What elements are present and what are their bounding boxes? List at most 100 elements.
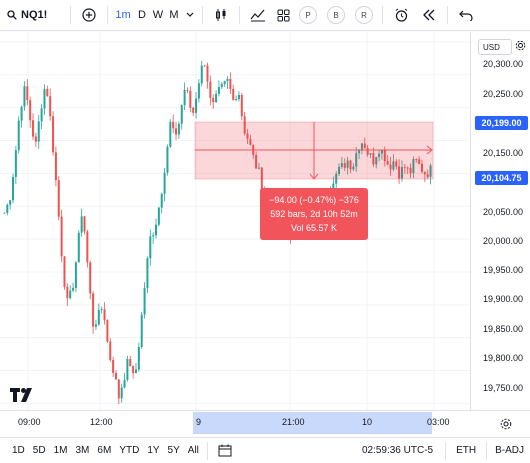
price-axis[interactable]: 20,300.00 20,250.00 20,150.00 20,050.00 … <box>470 32 530 410</box>
goto-date-button[interactable] <box>212 444 238 457</box>
candle-body <box>146 258 149 289</box>
candle-body <box>137 346 140 370</box>
tradingview-logo[interactable] <box>10 388 36 407</box>
candle-body <box>112 359 115 373</box>
candle-body <box>17 120 20 151</box>
clock-timezone[interactable]: 02:59:36 UTC-5 <box>361 445 434 456</box>
timeframe-dropdown[interactable] <box>182 0 198 31</box>
adjustment-toggle[interactable]: B-ADJ <box>495 445 524 456</box>
gear-icon <box>515 40 526 51</box>
candle-body <box>29 100 32 121</box>
candle-body <box>54 152 57 181</box>
range-1m[interactable]: 1M <box>53 445 68 456</box>
candle-body <box>372 153 375 165</box>
candle-body <box>66 286 69 299</box>
price-label: 20,150.00 <box>483 148 524 158</box>
price-label: 19,800.00 <box>483 353 524 363</box>
range-3m[interactable]: 3M <box>75 445 90 456</box>
candle-body <box>240 94 243 117</box>
compare-button[interactable] <box>75 0 103 31</box>
p-button[interactable]: P <box>299 6 317 24</box>
candle-body <box>349 160 352 170</box>
currency-select[interactable]: USD <box>478 39 512 55</box>
candle-body <box>200 65 203 84</box>
timeframe-d[interactable]: D <box>138 9 146 21</box>
candle-body <box>352 166 355 170</box>
candle-body <box>383 149 386 162</box>
candle-body <box>63 256 66 287</box>
r-button[interactable]: R <box>355 6 373 24</box>
range-1d[interactable]: 1D <box>12 445 25 456</box>
candle-body <box>358 150 361 154</box>
symbol-label: NQ1! <box>21 9 48 21</box>
price-label: 20,050.00 <box>483 207 524 217</box>
axis-settings-button[interactable] <box>515 40 526 54</box>
candle-body <box>398 166 401 179</box>
candle-body <box>23 86 26 107</box>
candle-body <box>346 160 349 168</box>
rewind-icon <box>423 9 435 21</box>
candle-body <box>157 207 160 225</box>
candle-body <box>220 83 223 88</box>
candle-body <box>389 164 392 170</box>
time-label: 9 <box>196 417 202 427</box>
candle-body <box>83 216 86 232</box>
time-axis[interactable]: 09:00 12:00 9 21:00 10 03:00 <box>0 410 530 434</box>
symbol-search[interactable]: NQ1! <box>0 0 66 31</box>
undo-button[interactable] <box>452 0 480 31</box>
candle-body <box>32 120 35 137</box>
candle-body <box>232 89 235 101</box>
range-5y[interactable]: 5Y <box>167 445 180 456</box>
candle-body <box>149 236 152 259</box>
candle-body <box>106 320 109 342</box>
divider <box>382 6 383 24</box>
candle-body <box>43 89 46 109</box>
indicators-button[interactable] <box>244 0 272 31</box>
candle-body <box>195 98 198 113</box>
timeframe-w[interactable]: W <box>152 9 164 21</box>
chart-settings-button[interactable] <box>500 418 512 433</box>
candle-body <box>335 173 338 184</box>
layout-button[interactable] <box>272 0 294 31</box>
candle-body <box>229 78 232 90</box>
candle-body <box>192 107 195 113</box>
candle-body <box>369 153 372 155</box>
candle-body <box>180 105 183 124</box>
alert-button[interactable] <box>387 0 415 31</box>
plus-circle-icon <box>82 8 96 22</box>
chart-type-button[interactable] <box>207 0 235 31</box>
candle-body <box>132 366 135 373</box>
measure-range-box[interactable] <box>194 121 434 180</box>
candle-body <box>360 143 363 151</box>
candle-body <box>140 314 143 347</box>
candle-body <box>189 90 192 108</box>
candle-body <box>12 176 15 201</box>
measure-tooltip: −94.00 (−0.47%) −376 592 bars, 2d 10h 52… <box>260 188 368 240</box>
bottom-toolbar: 1D 5D 1M 3M 6M YTD 1Y 5Y All 02:59:36 UT… <box>0 437 530 463</box>
session-toggle[interactable]: ETH <box>456 445 477 456</box>
candle-body <box>197 83 200 99</box>
range-all[interactable]: All <box>187 445 199 456</box>
timeframe-1m[interactable]: 1m <box>115 9 131 21</box>
time-label: 12:00 <box>90 417 113 427</box>
candle-body <box>92 293 95 327</box>
b-button[interactable]: B <box>327 6 345 24</box>
chart-pane[interactable] <box>0 32 470 410</box>
candle-body <box>340 163 343 167</box>
candle-body <box>129 358 132 367</box>
replay-button[interactable] <box>415 0 443 31</box>
divider <box>206 441 208 460</box>
candle-body <box>375 157 378 165</box>
range-5d[interactable]: 5D <box>32 445 46 456</box>
range-1y[interactable]: 1Y <box>147 445 160 456</box>
candle-body <box>57 180 60 217</box>
range-6m[interactable]: 6M <box>97 445 112 456</box>
time-label: 03:00 <box>427 417 450 427</box>
timeframe-m[interactable]: M <box>169 9 179 21</box>
candle-body <box>378 153 381 158</box>
candle-body <box>100 309 103 311</box>
range-ytd[interactable]: YTD <box>119 445 140 456</box>
candle-body <box>143 288 146 315</box>
candle-body <box>123 379 126 388</box>
candle-body <box>223 81 226 84</box>
